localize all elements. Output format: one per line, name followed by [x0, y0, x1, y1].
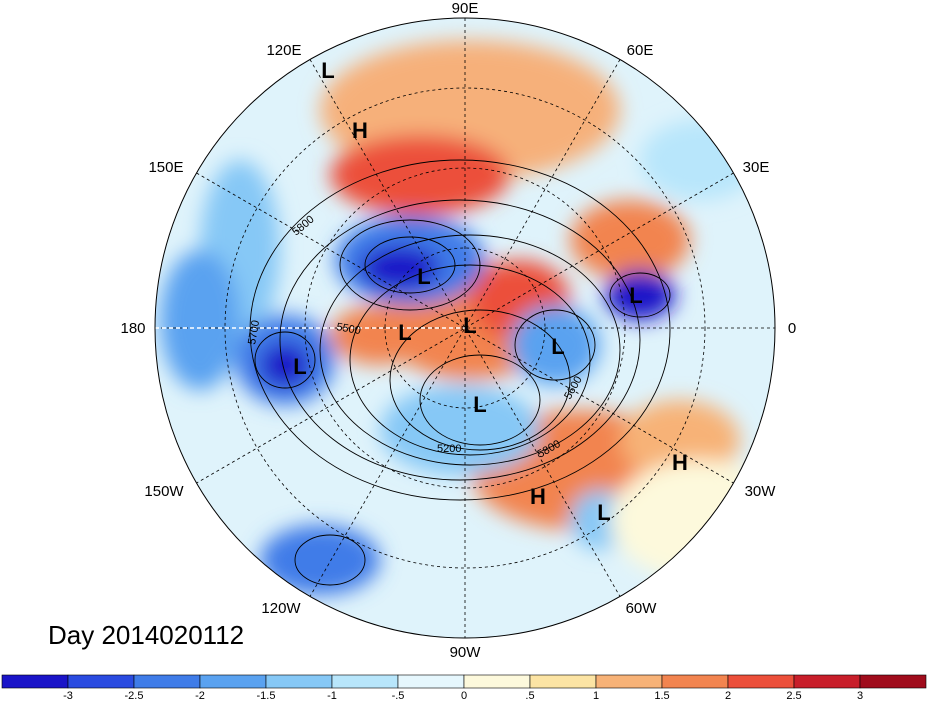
colorbar-swatch [133, 674, 201, 689]
pressure-centers: L H L L L L L L L H H L [293, 58, 688, 525]
contour-label: 5500 [335, 321, 361, 337]
height-contours [249, 159, 671, 586]
colorbar-tick-label: 2 [725, 690, 731, 702]
high-center-label: H [352, 118, 368, 143]
colorbar-tick-label: -3 [63, 690, 73, 702]
colorbar-tick-label: 1.5 [654, 690, 669, 702]
colorbar-swatch [463, 674, 531, 689]
colorbar-swatch [859, 674, 927, 689]
colorbar-tick-label: -1 [327, 690, 337, 702]
low-center-label: L [551, 334, 564, 359]
low-center-label: L [417, 264, 430, 289]
low-center-label: L [398, 320, 411, 345]
lon-label: 0 [788, 320, 796, 337]
colorbar-swatch [199, 674, 267, 689]
colorbar-tick-label: -2 [195, 690, 205, 702]
lon-label: 150W [144, 483, 184, 500]
colorbar-swatch [67, 674, 135, 689]
colorbar-swatch [331, 674, 399, 689]
high-center-label: H [672, 450, 688, 475]
longitude-labels: 90E 60E 30E 0 30W 60W 90W 120W 150W 180 … [120, 0, 796, 661]
colorbar-tick-label: 3 [857, 690, 863, 702]
low-center-label: L [293, 354, 306, 379]
contour-label: 5700 [246, 319, 262, 345]
colorbar-tick-label: 1 [593, 690, 599, 702]
colorbar: -3 -2.5 -2 -1.5 -1 -.5 0 .5 1 1.5 2 2.5 3 [1, 674, 927, 702]
lon-label: 180 [120, 320, 145, 337]
lon-label: 30W [745, 483, 777, 500]
colorbar-tick-label: -2.5 [125, 690, 144, 702]
map-title: Day 2014020112 [48, 620, 245, 650]
low-center-label: L [629, 283, 642, 308]
lon-label: 60W [626, 600, 658, 617]
lon-label: 150E [148, 159, 183, 176]
colorbar-swatch [1, 674, 69, 689]
colorbar-tick-label: -.5 [392, 690, 405, 702]
high-center-label: H [530, 484, 546, 509]
colorbar-tick-label: 2.5 [786, 690, 801, 702]
colorbar-swatch [265, 674, 333, 689]
colorbar-swatch [793, 674, 861, 689]
low-center-label: L [597, 500, 610, 525]
colorbar-swatch [727, 674, 795, 689]
colorbar-tick-label: 0 [461, 690, 467, 702]
colorbar-swatch [661, 674, 729, 689]
low-center-label: L [473, 392, 486, 417]
colorbar-tick-label: .5 [525, 690, 534, 702]
lon-label: 60E [627, 42, 654, 59]
lon-label: 90W [450, 644, 482, 661]
low-center-label: L [321, 58, 334, 83]
lon-label: 30E [743, 159, 770, 176]
contour-label: 5200 [437, 443, 461, 455]
colorbar-swatch [595, 674, 663, 689]
lon-label: 120W [261, 600, 301, 617]
colorbar-swatch [529, 674, 597, 689]
low-center-label: L [463, 313, 476, 338]
colorbar-tick-label: -1.5 [257, 690, 276, 702]
colorbar-swatch [397, 674, 465, 689]
graticule [155, 18, 775, 638]
lon-label: 120E [266, 42, 301, 59]
lon-label: 90E [452, 0, 479, 17]
map-border [154, 17, 776, 639]
